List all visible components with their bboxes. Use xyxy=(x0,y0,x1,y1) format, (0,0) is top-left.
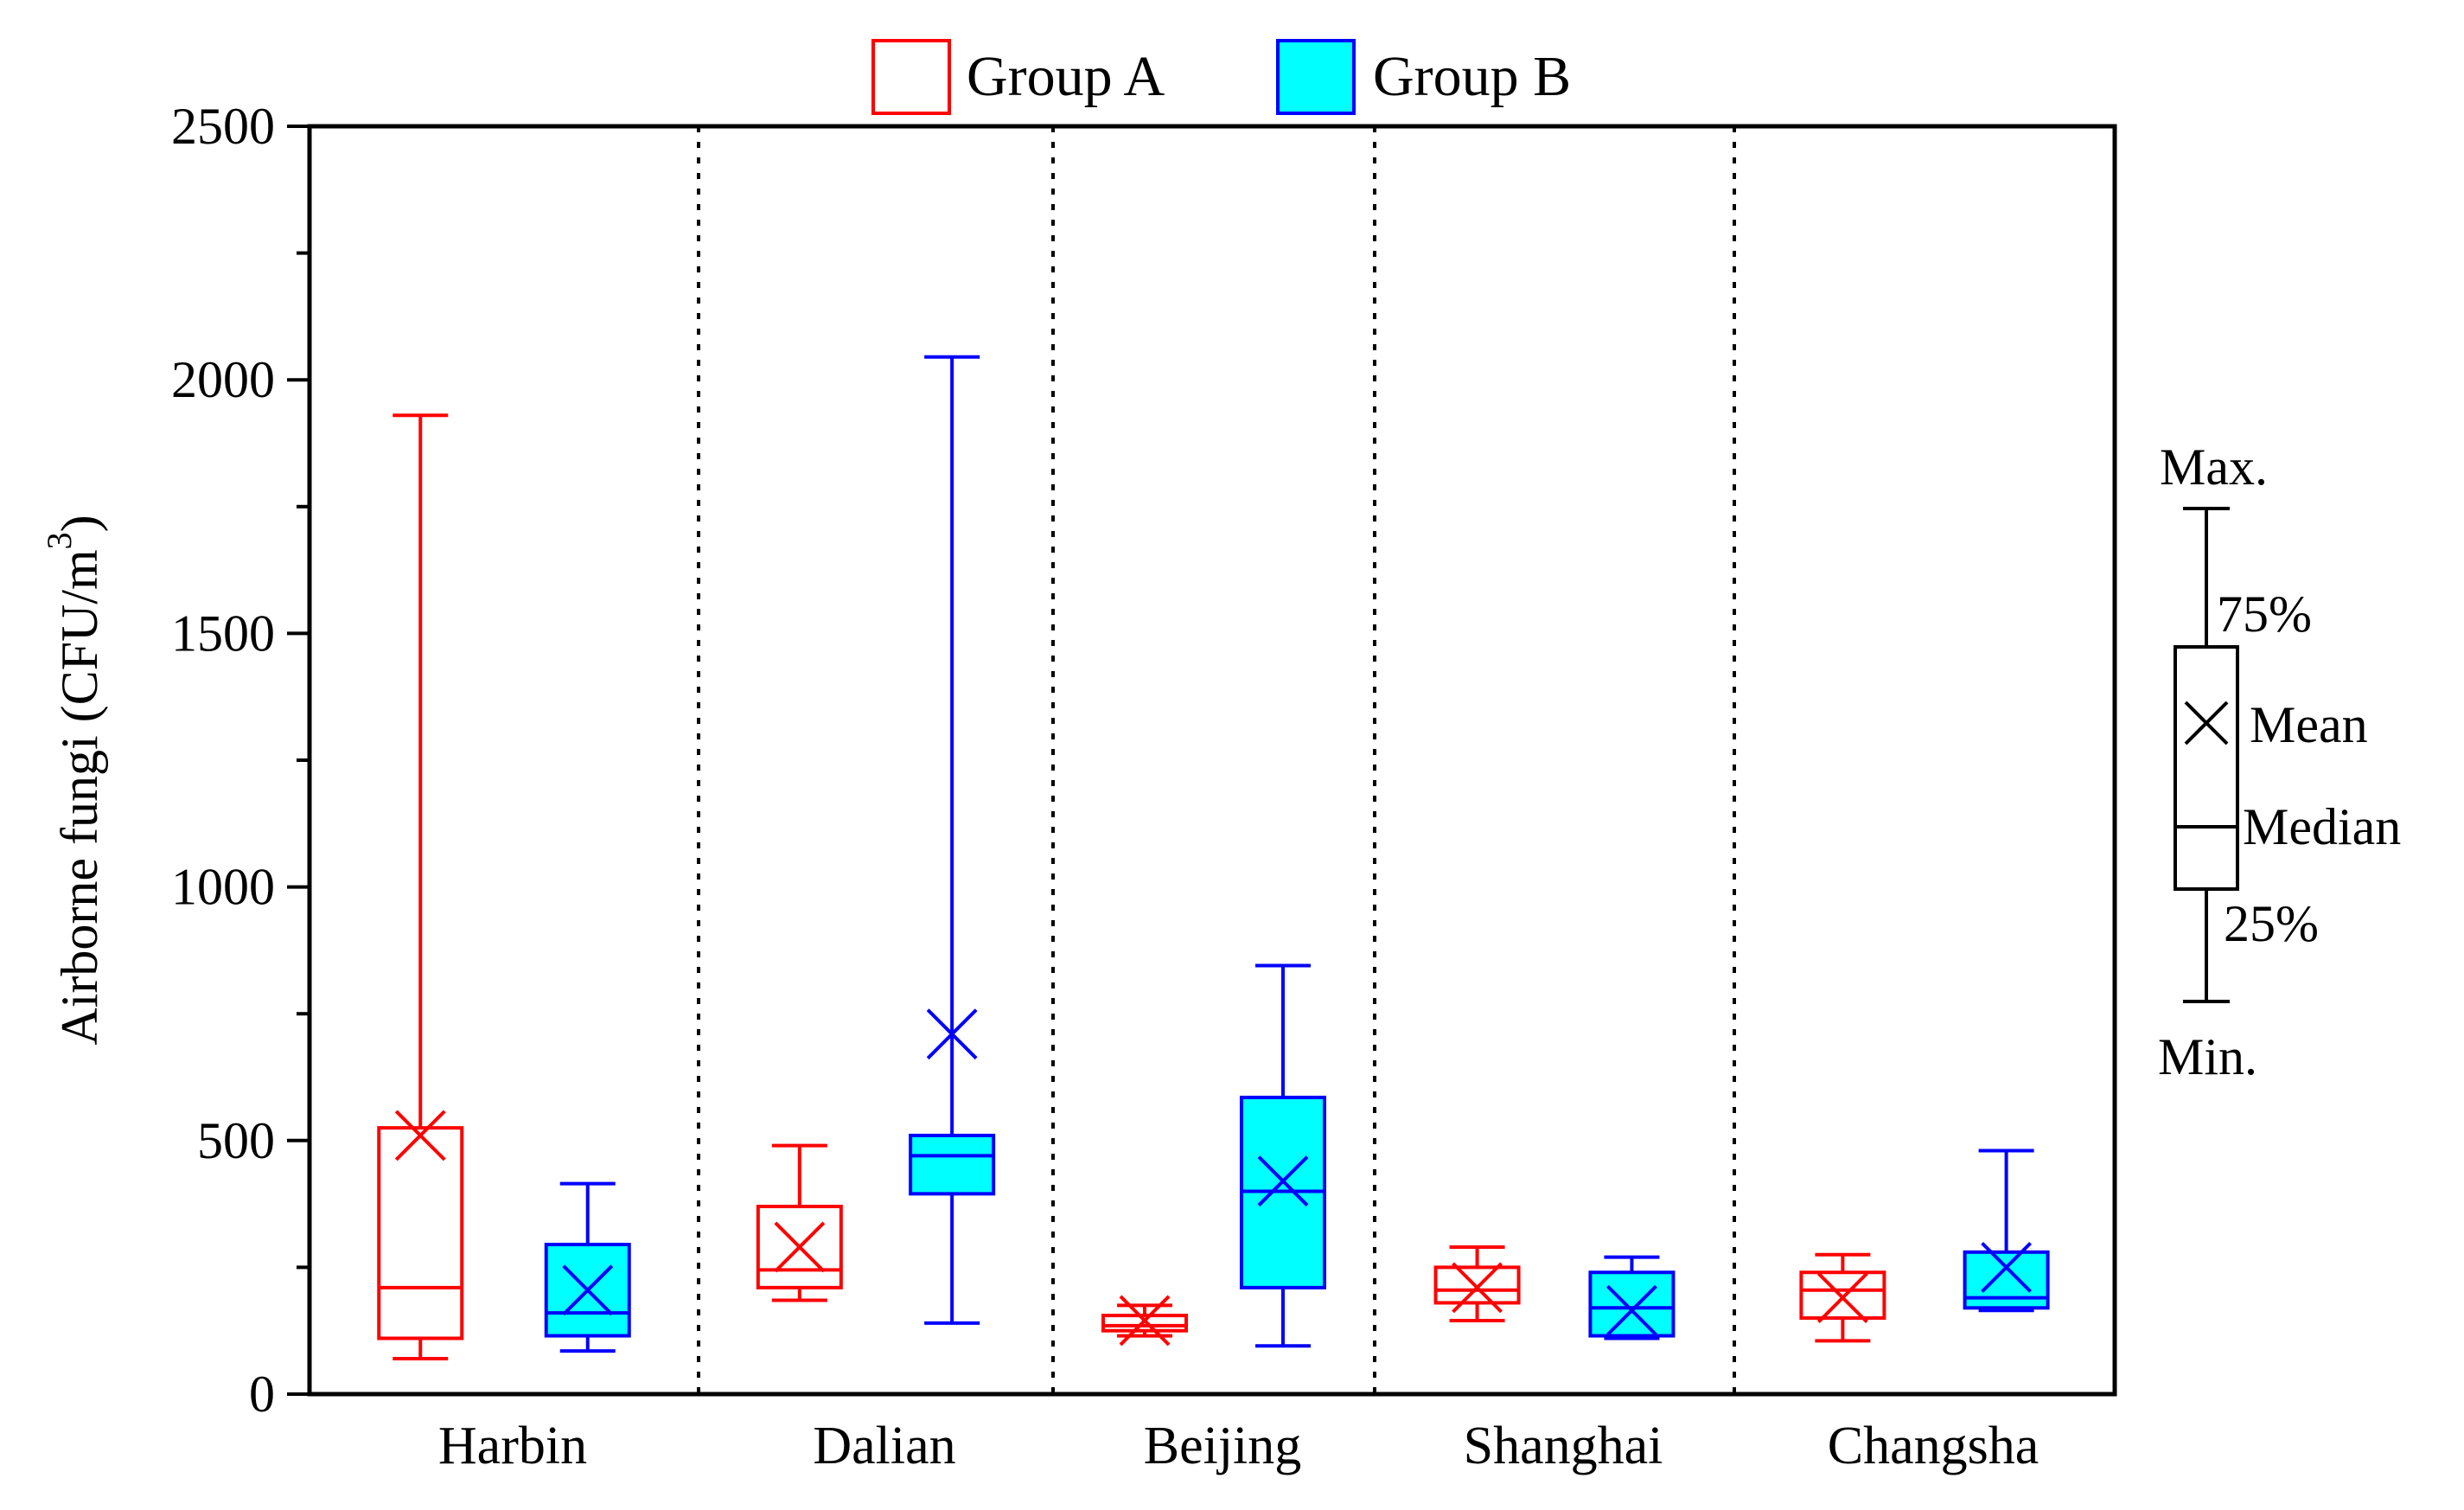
key-mean-marker xyxy=(2184,701,2229,745)
iqr-box xyxy=(756,1205,843,1289)
category-separators xyxy=(697,126,1736,1394)
mean-marker xyxy=(1981,1241,2033,1293)
mean-marker xyxy=(1452,1262,1503,1314)
mean-marker xyxy=(1257,1155,1309,1207)
y-tick-label: 1000 xyxy=(171,859,275,916)
box-group-b-harbin xyxy=(544,1181,631,1353)
y-axis-label-superscript: 3 xyxy=(40,532,79,549)
box-group-a-harbin xyxy=(377,413,464,1360)
iqr-box xyxy=(1588,1270,1676,1338)
key-box xyxy=(2174,645,2239,891)
legend-label-group-a: Group A xyxy=(967,45,1165,108)
x-category-label: Harbin xyxy=(438,1417,587,1475)
box-group-a-changsha xyxy=(1799,1252,1886,1343)
mean-marker xyxy=(1606,1284,1657,1336)
y-axis-label: Airborne fungi (CFU/m3) xyxy=(40,515,108,1045)
y-tick-label: 2000 xyxy=(171,351,275,408)
mean-marker xyxy=(562,1264,614,1316)
y-tick-label: 1500 xyxy=(171,605,275,662)
legend-label-group-b: Group B xyxy=(1373,45,1571,108)
key-label-min: Min. xyxy=(2158,1028,2257,1085)
y-axis-ticks: 0 500 1000 1500 2000 2500 xyxy=(171,98,310,1423)
legend-swatch-group-a xyxy=(871,39,951,115)
key-label-q1: 25% xyxy=(2224,895,2319,952)
legend: Group A Group B xyxy=(871,39,1571,115)
y-tick-label: 0 xyxy=(249,1366,275,1423)
mean-marker xyxy=(1816,1272,1868,1323)
mean-marker xyxy=(1119,1295,1171,1347)
key-label-q3: 75% xyxy=(2217,585,2312,643)
y-axis-label-close: ) xyxy=(51,515,108,532)
key-label-median: Median xyxy=(2243,798,2401,855)
x-category-label: Shanghai xyxy=(1464,1417,1663,1475)
box-group-a-beijing xyxy=(1101,1295,1189,1347)
box-group-a-dalian xyxy=(756,1143,843,1302)
x-category-label: Changsha xyxy=(1828,1417,2040,1475)
key-label-max: Max. xyxy=(2160,438,2268,496)
y-tick-label: 2500 xyxy=(171,98,275,155)
x-axis-labels: Harbin Dalian Beijing Shanghai Changsha xyxy=(438,1417,2039,1475)
mean-marker xyxy=(926,1008,978,1060)
iqr-box xyxy=(1101,1314,1189,1333)
box-group-b-changsha xyxy=(1963,1148,2050,1313)
iqr-box xyxy=(1433,1265,1521,1305)
mean-marker xyxy=(774,1221,826,1273)
box-key: Max. 75% Mean Median 25% Min. xyxy=(2158,438,2401,1085)
box-group-b-beijing xyxy=(1239,963,1326,1348)
box-group-a-shanghai xyxy=(1433,1244,1521,1322)
box-group-b-dalian xyxy=(909,355,996,1325)
box-series xyxy=(377,355,2050,1360)
iqr-box xyxy=(909,1133,996,1196)
iqr-box xyxy=(377,1126,464,1340)
y-axis-label-main: Airborne fungi (CFU/m xyxy=(51,549,108,1045)
key-label-mean: Mean xyxy=(2250,696,2368,753)
box-group-b-shanghai xyxy=(1588,1255,1676,1340)
legend-swatch-group-b xyxy=(1276,39,1356,115)
y-tick-label: 500 xyxy=(197,1112,275,1169)
iqr-box xyxy=(1799,1270,1886,1321)
iqr-box xyxy=(1963,1250,2050,1310)
mean-marker xyxy=(394,1110,446,1161)
plot-frame xyxy=(307,124,2117,1397)
x-category-label: Beijing xyxy=(1144,1417,1302,1475)
x-category-label: Dalian xyxy=(813,1417,955,1475)
